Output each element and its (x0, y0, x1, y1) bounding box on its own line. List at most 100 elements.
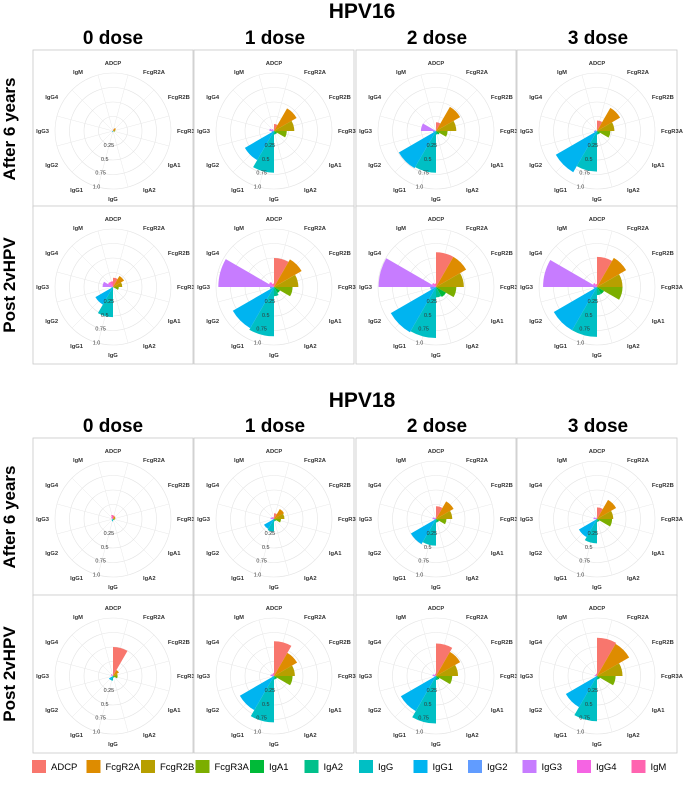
axis-label-igg2: IgG2 (206, 708, 219, 714)
axis-label-igg2: IgG2 (368, 163, 381, 169)
ring-label: 1.0 (577, 573, 585, 579)
axis-label-igg: IgG (269, 353, 279, 359)
bar-fcgr3a (274, 676, 293, 686)
axis-label-fcgr2b: FcgR2B (491, 251, 513, 257)
bar-igg2 (272, 519, 274, 520)
ring-label: 1.0 (93, 730, 101, 736)
bar-adcp (113, 647, 128, 676)
ring-label: 0.5 (424, 313, 432, 319)
bar-igg3 (111, 675, 113, 676)
grid-spoke (435, 518, 452, 576)
section-title-hpv16: HPV16 (329, 0, 396, 23)
axis-label-igg: IgG (108, 585, 118, 591)
axis-label-igg: IgG (269, 197, 279, 203)
grid-spoke (435, 518, 478, 561)
bar-iga1 (597, 519, 600, 522)
axis-label-igg1: IgG1 (231, 188, 245, 194)
grid-spoke (435, 130, 452, 188)
grid-spoke (540, 503, 598, 520)
axis-label-adcp: ADCP (428, 217, 445, 223)
legend-swatch (141, 760, 155, 773)
ring-label: 1.0 (254, 341, 262, 347)
ring-label: 0.5 (585, 702, 593, 708)
grid-spoke (420, 230, 437, 288)
bar-igg (412, 676, 436, 724)
axis-label-fcgr3a: FcgR3A (338, 129, 361, 135)
row-label-hpv18-after: After 6 years (0, 465, 19, 568)
bar-iga2 (597, 131, 599, 135)
axis-label-igm: IgM (234, 615, 244, 621)
axis-label-fcgr2a: FcgR2A (466, 615, 489, 621)
axis-label-adcp: ADCP (589, 606, 606, 612)
grid-spoke (273, 74, 290, 132)
axis-label-iga1: IgA1 (652, 163, 665, 169)
section-title-hpv18: HPV18 (329, 389, 396, 412)
grid-ring (230, 475, 318, 563)
axis-label-igg1: IgG1 (231, 576, 245, 582)
bar-igg3 (269, 128, 274, 131)
bar-adcp (597, 637, 617, 676)
axis-label-igg2: IgG2 (529, 319, 542, 325)
bar-iga2 (436, 519, 438, 523)
grid-spoke (232, 634, 275, 677)
bar-iga1 (274, 519, 277, 522)
bar-igg (111, 519, 113, 522)
bar-fcgr2a (597, 499, 617, 519)
ring-label: 1.0 (93, 573, 101, 579)
ring-label: 0.25 (265, 143, 276, 149)
axis-label-iga1: IgA1 (652, 708, 665, 714)
bar-fcgr3a (113, 287, 119, 290)
bar-fcgr2b (274, 513, 285, 519)
axis-label-igg4: IgG4 (206, 95, 220, 101)
grid-ring (553, 475, 641, 563)
col-title-hpv18-3: 3 dose (568, 416, 628, 437)
grid-spoke (56, 518, 114, 535)
ring-label: 0.25 (427, 143, 438, 149)
grid-spoke (112, 230, 129, 288)
axis-label-igg1: IgG1 (70, 344, 84, 350)
axis-label-igg: IgG (108, 742, 118, 748)
bar-igg2 (272, 676, 274, 677)
axis-label-igg1: IgG1 (70, 576, 84, 582)
bar-igg4 (110, 673, 113, 676)
grid-spoke (112, 286, 170, 303)
ring-label: 1.0 (577, 185, 585, 191)
bar-fcgr2a (436, 256, 467, 287)
axis-label-igg1: IgG1 (554, 733, 568, 739)
axis-label-igg: IgG (431, 197, 441, 203)
bar-igg4 (107, 281, 113, 287)
bar-adcp (274, 258, 289, 287)
axis-label-fcgr2a: FcgR2A (304, 458, 327, 464)
bar-fcgr2a (436, 501, 454, 519)
grid-spoke (596, 286, 613, 344)
bar-igm (434, 283, 436, 287)
axis-label-igg: IgG (431, 353, 441, 359)
grid-spoke (97, 230, 114, 288)
bar-fcgr2a (113, 669, 120, 676)
bar-fcgr2a (113, 275, 125, 287)
grid-spoke (71, 130, 114, 173)
grid-spoke (596, 675, 613, 733)
bar-adcp (113, 129, 114, 131)
grid-spoke (258, 619, 275, 677)
bar-igg3 (378, 258, 436, 287)
axis-label-igg2: IgG2 (368, 708, 381, 714)
bar-igg1 (553, 287, 597, 331)
axis-label-igm: IgM (396, 226, 406, 232)
bar-igg3 (102, 281, 113, 287)
axis-label-iga2: IgA2 (304, 344, 317, 350)
bar-igg (97, 287, 113, 318)
axis-label-iga2: IgA2 (627, 576, 640, 582)
legend-label: IgG3 (542, 762, 563, 773)
axis-label-igg3: IgG3 (197, 517, 211, 523)
axis-label-igm: IgM (557, 70, 567, 76)
bar-iga2 (597, 676, 599, 680)
bar-igg3 (593, 517, 597, 519)
axis-label-adcp: ADCP (589, 61, 606, 67)
bar-fcgr3a (274, 519, 281, 523)
axis-label-adcp: ADCP (589, 449, 606, 455)
bar-fcgr3a (113, 676, 118, 679)
grid-spoke (435, 675, 478, 718)
grid-spoke (97, 619, 114, 677)
axis-label-igg3: IgG3 (359, 129, 373, 135)
